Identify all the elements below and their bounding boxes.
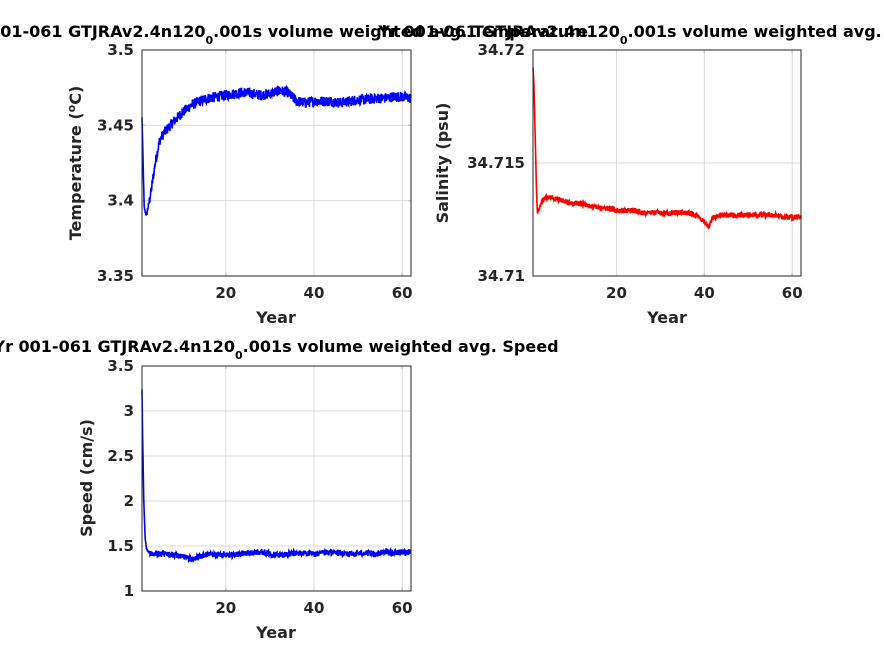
- temperature-x-tick-label-0: 20: [215, 284, 236, 302]
- speed-y-axis-label: Speed (cm/s): [77, 419, 96, 537]
- speed-chart-title: Yr 001-061 GTJRAv2.4n1200.001s volume we…: [0, 337, 559, 362]
- temperature-y-axis-label: Temperature (oC): [65, 86, 85, 241]
- salinity-y-tick-label-2: 34.72: [478, 41, 525, 59]
- speed-y-tick-label-4: 3: [124, 402, 134, 420]
- temperature-chart-title: Yr 001-061 GTJRAv2.4n1200.001s volume we…: [0, 22, 588, 47]
- temperature-panel: 20 40 60 3.35 3.4 3.45 3.5 Yr 001-061 GTJRAv2.…: [0, 22, 588, 327]
- speed-x-tick-label-2: 60: [392, 599, 413, 617]
- salinity-series-line: [532, 67, 802, 230]
- speed-y-tick-label-0: 1: [124, 582, 134, 600]
- salinity-axes-border: [532, 49, 802, 277]
- speed-y-tick-label-3: 2.5: [107, 447, 134, 465]
- salinity-y-axis-label: Salinity (psu): [433, 103, 452, 224]
- speed-x-axis-label: Year: [255, 623, 296, 642]
- salinity-x-tick-label-1: 40: [694, 284, 715, 302]
- speed-axes-border: [141, 365, 412, 592]
- salinity-chart-title: Yr 001-061 GTJRAv2.4n1200.001s volume we…: [377, 22, 884, 47]
- temperature-y-tick-label-3: 3.5: [107, 41, 134, 59]
- temperature-plot-area: [141, 49, 412, 277]
- salinity-x-axis-label: Year: [646, 308, 687, 327]
- speed-x-tick-label-1: 40: [304, 599, 325, 617]
- temperature-series-line: [141, 84, 412, 217]
- temperature-axes-border: [141, 49, 412, 277]
- speed-y-tick-label-5: 3.5: [107, 357, 134, 375]
- salinity-y-tick-label-0: 34.71: [478, 267, 525, 285]
- speed-series-line: [141, 389, 412, 564]
- temperature-y-tick-label-2: 3.45: [97, 116, 134, 134]
- salinity-y-tick-label-1: 34.715: [467, 154, 525, 172]
- salinity-ticks: 20 40 60 34.71 34.715 34.72: [467, 41, 803, 302]
- salinity-x-tick-label-2: 60: [782, 284, 803, 302]
- temperature-y-tick-label-1: 3.4: [107, 192, 134, 210]
- speed-y-tick-label-1: 1.5: [107, 537, 134, 555]
- speed-panel: 20 40 60 1 1.5 2 2.5 3 3.5 Yr 001-061 GTJRAv2.4n…: [0, 337, 559, 642]
- speed-x-tick-label-0: 20: [215, 599, 236, 617]
- temperature-x-tick-label-1: 40: [304, 284, 325, 302]
- temperature-y-tick-label-0: 3.35: [97, 267, 134, 285]
- temperature-x-axis-label: Year: [255, 308, 296, 327]
- salinity-panel: 20 40 60 34.71 34.715 34.72 Yr 001-061 GTJRAv…: [377, 22, 884, 327]
- temperature-x-tick-label-2: 60: [392, 284, 413, 302]
- salinity-x-tick-label-0: 20: [606, 284, 627, 302]
- speed-y-tick-label-2: 2: [124, 492, 134, 510]
- speed-ticks: 20 40 60 1 1.5 2 2.5 3 3.5: [107, 357, 412, 617]
